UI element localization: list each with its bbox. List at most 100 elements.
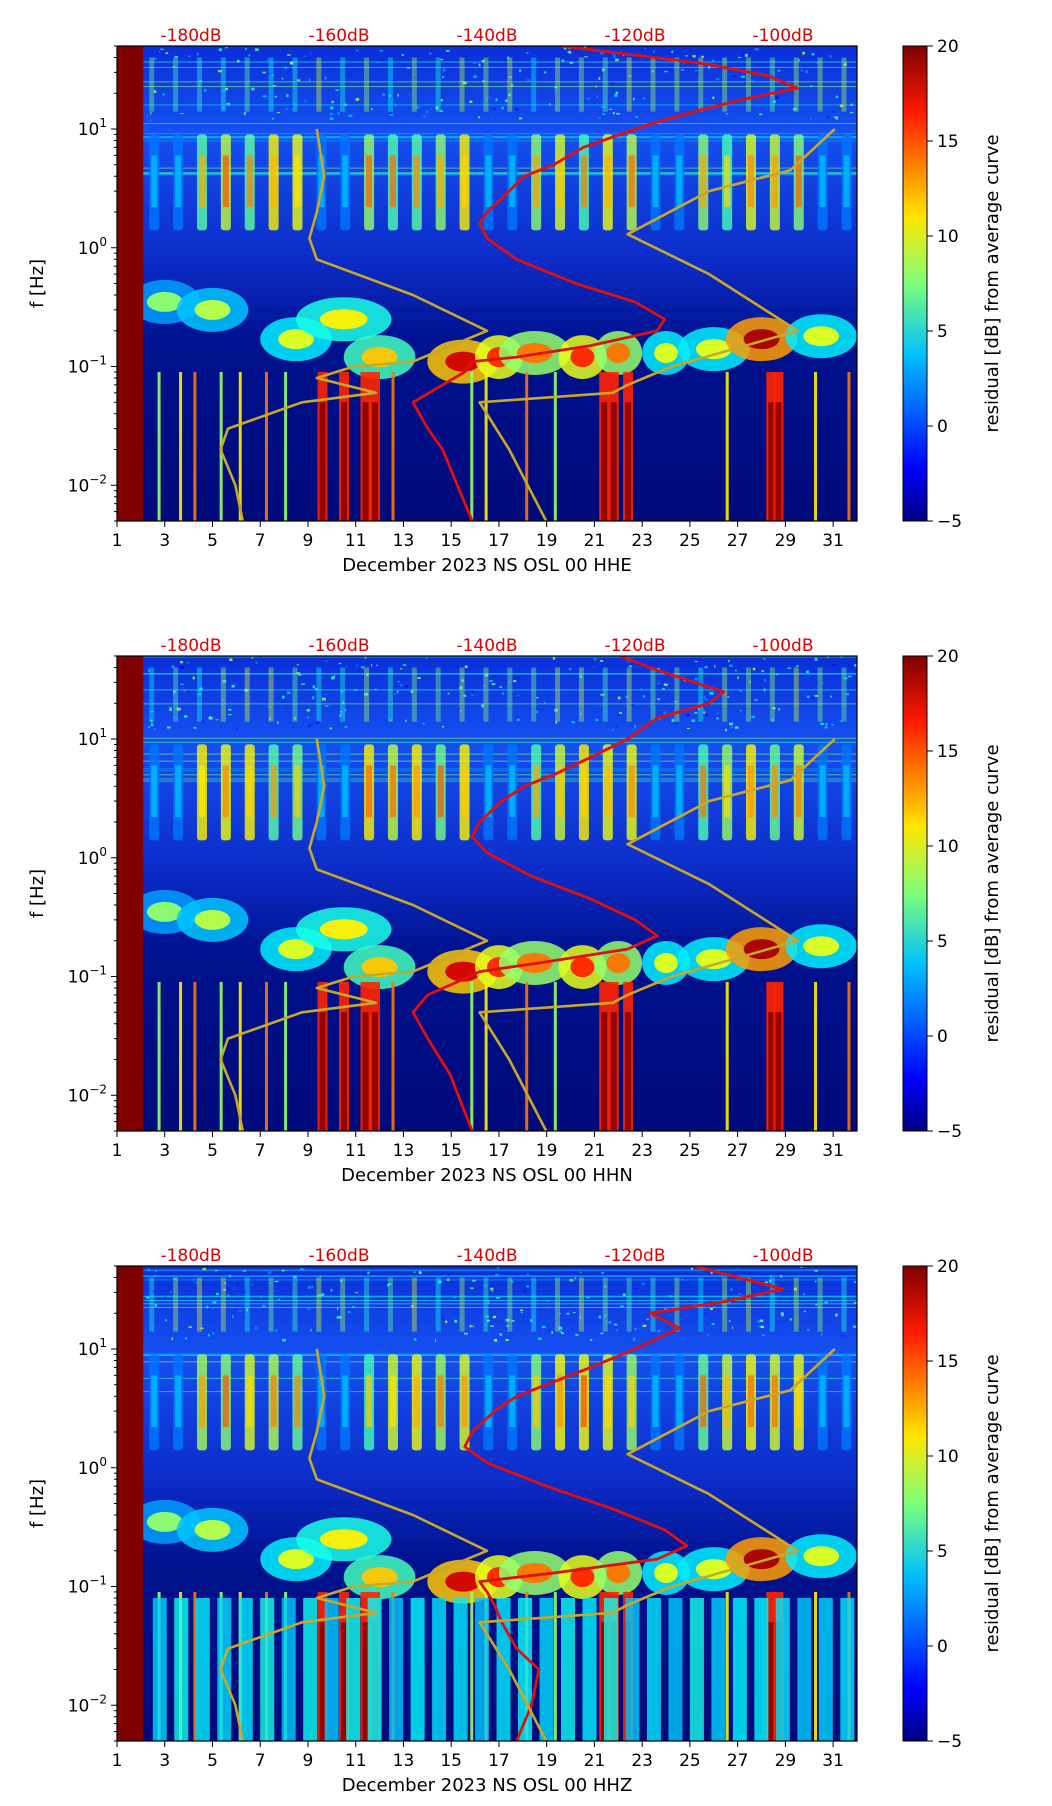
noise-speckle (527, 79, 530, 82)
noise-speckle (496, 1297, 500, 1299)
colorbar-label: residual [dB] from average curve (982, 134, 1003, 432)
noise-speckle (180, 665, 185, 669)
heatmap-area (117, 46, 857, 521)
noise-speckle (691, 719, 696, 722)
noise-speckle (616, 113, 620, 115)
noise-speckle (331, 676, 335, 680)
noise-speckle (171, 665, 175, 668)
noise-speckle (319, 676, 324, 679)
hhz-lp-streak (367, 1598, 382, 1741)
event-streak-core (319, 1622, 326, 1741)
noise-speckle (783, 1329, 786, 1332)
microseism-core (319, 1529, 368, 1550)
noise-speckle (410, 690, 413, 693)
noise-speckle (162, 1310, 166, 1314)
noise-speckle (597, 116, 601, 119)
y-tick-label: 10−1 (68, 354, 107, 378)
noise-speckle (212, 1332, 214, 1335)
noise-speckle (686, 728, 690, 730)
daily-hf-streak (769, 57, 775, 112)
daily-hf-streak (626, 1277, 632, 1332)
noise-speckle (505, 1318, 510, 1322)
colorbar-tick-label: −5 (937, 1732, 962, 1752)
noise-speckle (568, 1310, 571, 1313)
noise-speckle (320, 56, 323, 59)
noise-speckle (405, 685, 408, 688)
noise-speckle (504, 1321, 506, 1324)
noise-speckle (493, 1338, 498, 1342)
x-tick-label: 5 (207, 1141, 218, 1161)
hf-line (117, 123, 857, 125)
daily-noise-core (509, 1375, 516, 1428)
daily-hf-streak (626, 57, 632, 112)
y-tick-base: 10 (78, 849, 100, 869)
noise-speckle (772, 707, 776, 710)
daily-hf-streak (674, 57, 680, 112)
noise-speckle (262, 95, 267, 98)
noise-speckle (664, 1308, 668, 1310)
noise-speckle (835, 95, 839, 99)
daily-hf-streak (459, 57, 465, 112)
noise-speckle (665, 1326, 670, 1329)
event-streak-core (341, 1012, 347, 1131)
daily-hf-streak (459, 1277, 465, 1332)
y-tick-exponent: 0 (99, 845, 107, 859)
noise-speckle (663, 683, 668, 686)
daily-noise-core (151, 155, 158, 208)
noise-speckle (613, 54, 616, 58)
y-tick-base: 10 (68, 968, 90, 988)
noise-speckle (561, 1332, 564, 1335)
noise-speckle (413, 1271, 416, 1273)
colorbar-tick-label: 20 (937, 647, 959, 667)
daily-hf-streak (316, 667, 322, 722)
noise-speckle (168, 706, 172, 709)
noise-speckle (490, 1287, 494, 1290)
noise-speckle (692, 55, 696, 58)
noise-speckle (481, 704, 485, 708)
colorbar-tick-label: −5 (937, 1122, 962, 1142)
noise-speckle (176, 707, 181, 711)
y-tick-exponent: 1 (99, 1336, 107, 1350)
noise-speckle (803, 1310, 807, 1313)
y-tick-exponent: −1 (89, 1574, 107, 1588)
hf-line (117, 81, 857, 83)
noise-speckle (715, 78, 719, 81)
hhz-lp-streak (174, 1598, 189, 1741)
hhz-lp-streak (689, 1598, 704, 1741)
noise-speckle (151, 1290, 156, 1293)
noise-speckle (652, 70, 654, 73)
hhz-lp-streak (539, 1598, 554, 1741)
noise-speckle (551, 1331, 553, 1334)
noise-speckle (653, 50, 655, 53)
hhz-lp-streak (797, 1598, 812, 1741)
event-streak (470, 1591, 474, 1741)
noise-speckle (435, 106, 439, 110)
microseism-core (278, 1549, 314, 1570)
noise-speckle (338, 714, 343, 717)
daily-hf-streak (507, 667, 513, 722)
noise-speckle (810, 85, 813, 87)
colorbar-tick-label: 5 (937, 322, 948, 342)
noise-speckle (282, 695, 285, 699)
noise-speckle (749, 681, 752, 683)
noise-speckle (272, 85, 277, 87)
noise-speckle (686, 714, 690, 717)
daily-noise-core (437, 155, 444, 208)
noise-speckle (492, 675, 496, 678)
hf-line (117, 1275, 857, 1277)
daily-hf-streak (507, 57, 513, 112)
event-streak-core (341, 1622, 347, 1741)
noise-speckle (389, 113, 394, 116)
noise-speckle (740, 709, 742, 713)
noise-speckle (747, 82, 751, 85)
noise-speckle (270, 1281, 272, 1284)
event-streak (238, 981, 242, 1131)
noise-speckle (340, 710, 342, 713)
noise-speckle (277, 721, 279, 725)
noise-speckle (836, 1288, 838, 1292)
noise-speckle (662, 687, 665, 690)
daily-hf-streak (531, 1277, 537, 1332)
daily-noise-core (294, 765, 301, 818)
daily-noise-core (246, 155, 253, 208)
noise-speckle (709, 69, 712, 72)
